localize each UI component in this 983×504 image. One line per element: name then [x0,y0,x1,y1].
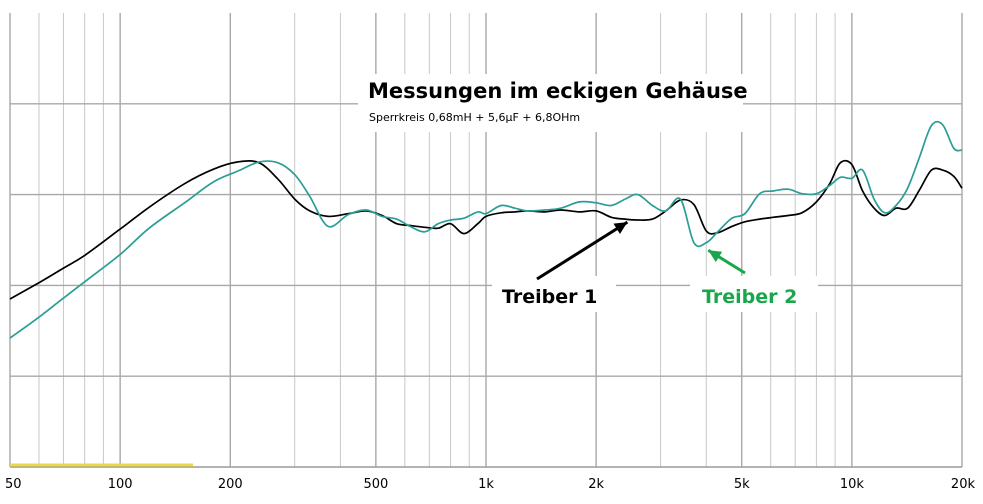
chart-title: Messungen im eckigen Gehäuse [368,79,748,103]
arrow-treiber-1-shaft [536,220,629,281]
chart-subtitle: Sperrkreis 0,68mH + 5,6µF + 6,8OHm [369,111,580,124]
baseline-highlight [10,463,193,467]
label-2-background [690,276,818,312]
x-tick-label: 1k [478,477,494,492]
x-tick-label: 100 [108,477,133,492]
series-2-line [9,120,963,339]
annotations: Treiber 1 Treiber 2 [492,220,818,312]
label-1-background [492,276,616,312]
x-tick-label: 2k [588,477,604,492]
x-tick-label: 20k [951,477,976,492]
title-background [358,74,743,132]
label-treiber-2: Treiber 2 [702,286,797,308]
series-1-line [9,159,963,300]
x-tick-label: 500 [363,477,388,492]
x-tick-label: 200 [218,477,243,492]
arrow-treiber-1-head [613,222,628,234]
arrow-treiber-2-head [708,250,723,263]
label-treiber-1: Treiber 1 [502,286,597,308]
x-axis-ticks: 50 100 200 500 1k 2k 5k 10k 20k [5,477,975,492]
series-layer [9,120,963,339]
x-tick-label: 5k [734,477,750,492]
x-tick-label: 10k [840,477,865,492]
x-tick-label: 50 [5,477,22,492]
